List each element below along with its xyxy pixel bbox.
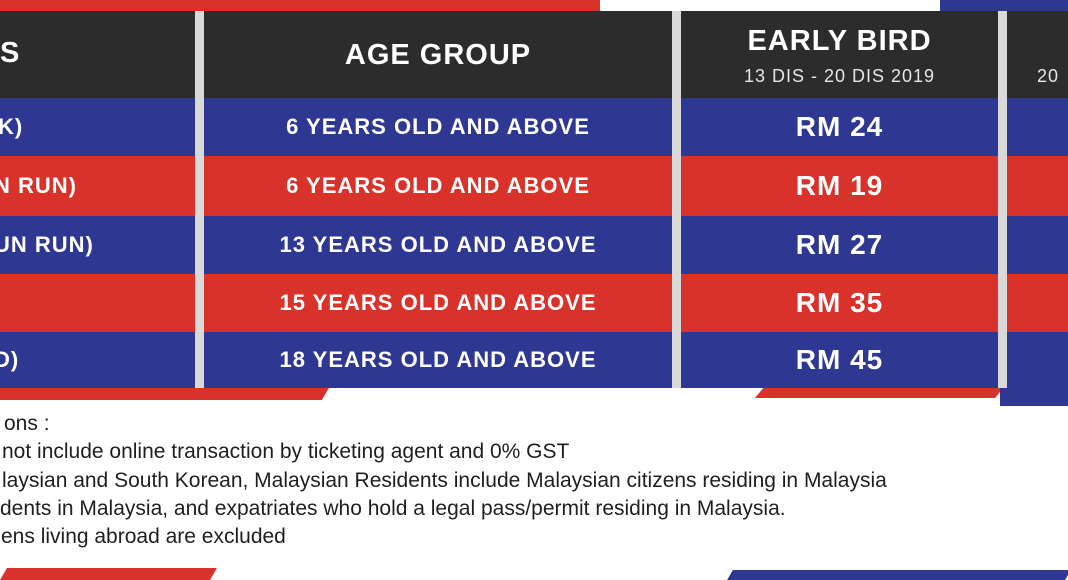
category-label: UN RUN) (0, 232, 94, 257)
category-header: S (0, 11, 195, 98)
price-label: RM 19 (795, 170, 884, 201)
next-tier-dates: 20 (1037, 66, 1060, 86)
bottom-right-blue-stripe (1000, 388, 1068, 406)
price-label: RM 35 (795, 287, 884, 318)
age-row-4: 15 YEARS OLD AND ABOVE (204, 274, 672, 332)
column-divider (672, 11, 681, 388)
age-group-header: AGE GROUP (204, 11, 672, 98)
price-row-5: RM 45 (681, 332, 998, 388)
early-bird-dates: 13 DIS - 20 DIS 2019 (743, 66, 936, 86)
early-bird-header-label: EARLY BIRD (747, 25, 932, 57)
category-column: S K) N RUN) UN RUN) D) (0, 11, 195, 388)
note-line: laysian and South Korean, Malaysian Resi… (2, 469, 887, 492)
age-row-2: 6 YEARS OLD AND ABOVE (204, 156, 672, 216)
notes-heading: ons : (4, 412, 50, 435)
category-row-3: UN RUN) (0, 216, 195, 274)
category-row-5: D) (0, 332, 195, 388)
note-line: not include online transaction by ticket… (2, 440, 570, 463)
next-row-4 (1007, 274, 1068, 332)
price-row-3: RM 27 (681, 216, 998, 274)
next-row-3 (1007, 216, 1068, 274)
age-group-column: AGE GROUP 6 YEARS OLD AND ABOVE 6 YEARS … (204, 11, 672, 388)
early-bird-header: EARLY BIRD 13 DIS - 20 DIS 2019 (681, 11, 998, 98)
category-row-2: N RUN) (0, 156, 195, 216)
next-row-2 (1007, 156, 1068, 216)
next-row-5 (1007, 332, 1068, 388)
price-row-2: RM 19 (681, 156, 998, 216)
price-label: RM 24 (795, 111, 884, 142)
category-label: N RUN) (0, 173, 77, 198)
footer-red-stripe (0, 568, 217, 580)
next-row-1 (1007, 98, 1068, 156)
age-label: 6 YEARS OLD AND ABOVE (286, 114, 590, 139)
next-tier-column: 20 (1007, 11, 1068, 388)
terms-notes: ons : not include online transaction by … (0, 410, 1068, 551)
price-row-4: RM 35 (681, 274, 998, 332)
age-group-header-label: AGE GROUP (344, 39, 532, 71)
next-tier-header: 20 (1007, 11, 1068, 98)
category-row-1: K) (0, 98, 195, 156)
category-label: K) (0, 114, 24, 139)
column-divider (998, 11, 1007, 388)
age-label: 15 YEARS OLD AND ABOVE (279, 290, 597, 315)
note-line: ens living abroad are excluded (1, 525, 286, 548)
age-label: 6 YEARS OLD AND ABOVE (286, 173, 590, 198)
age-row-1: 6 YEARS OLD AND ABOVE (204, 98, 672, 156)
top-red-stripe (0, 0, 600, 12)
footer-blue-stripe (727, 570, 1068, 580)
category-row-4 (0, 274, 195, 332)
top-white-stripe (600, 0, 940, 12)
early-bird-column: EARLY BIRD 13 DIS - 20 DIS 2019 RM 24 RM… (681, 11, 998, 388)
age-row-3: 13 YEARS OLD AND ABOVE (204, 216, 672, 274)
top-blue-stripe (940, 0, 1068, 12)
price-label: RM 45 (795, 344, 884, 375)
age-label: 18 YEARS OLD AND ABOVE (279, 347, 597, 372)
bottom-red-stripe (0, 386, 331, 400)
note-line: dents in Malaysia, and expatriates who h… (0, 497, 786, 520)
category-header-label: S (0, 37, 21, 69)
column-divider (195, 11, 204, 388)
category-label: D) (0, 347, 20, 372)
price-label: RM 27 (795, 229, 884, 260)
age-label: 13 YEARS OLD AND ABOVE (279, 232, 597, 257)
age-row-5: 18 YEARS OLD AND ABOVE (204, 332, 672, 388)
price-row-1: RM 24 (681, 98, 998, 156)
